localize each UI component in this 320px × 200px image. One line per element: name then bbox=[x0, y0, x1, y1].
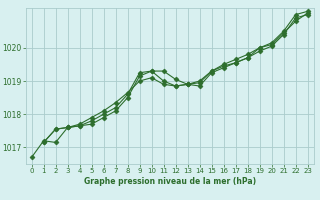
X-axis label: Graphe pression niveau de la mer (hPa): Graphe pression niveau de la mer (hPa) bbox=[84, 177, 256, 186]
